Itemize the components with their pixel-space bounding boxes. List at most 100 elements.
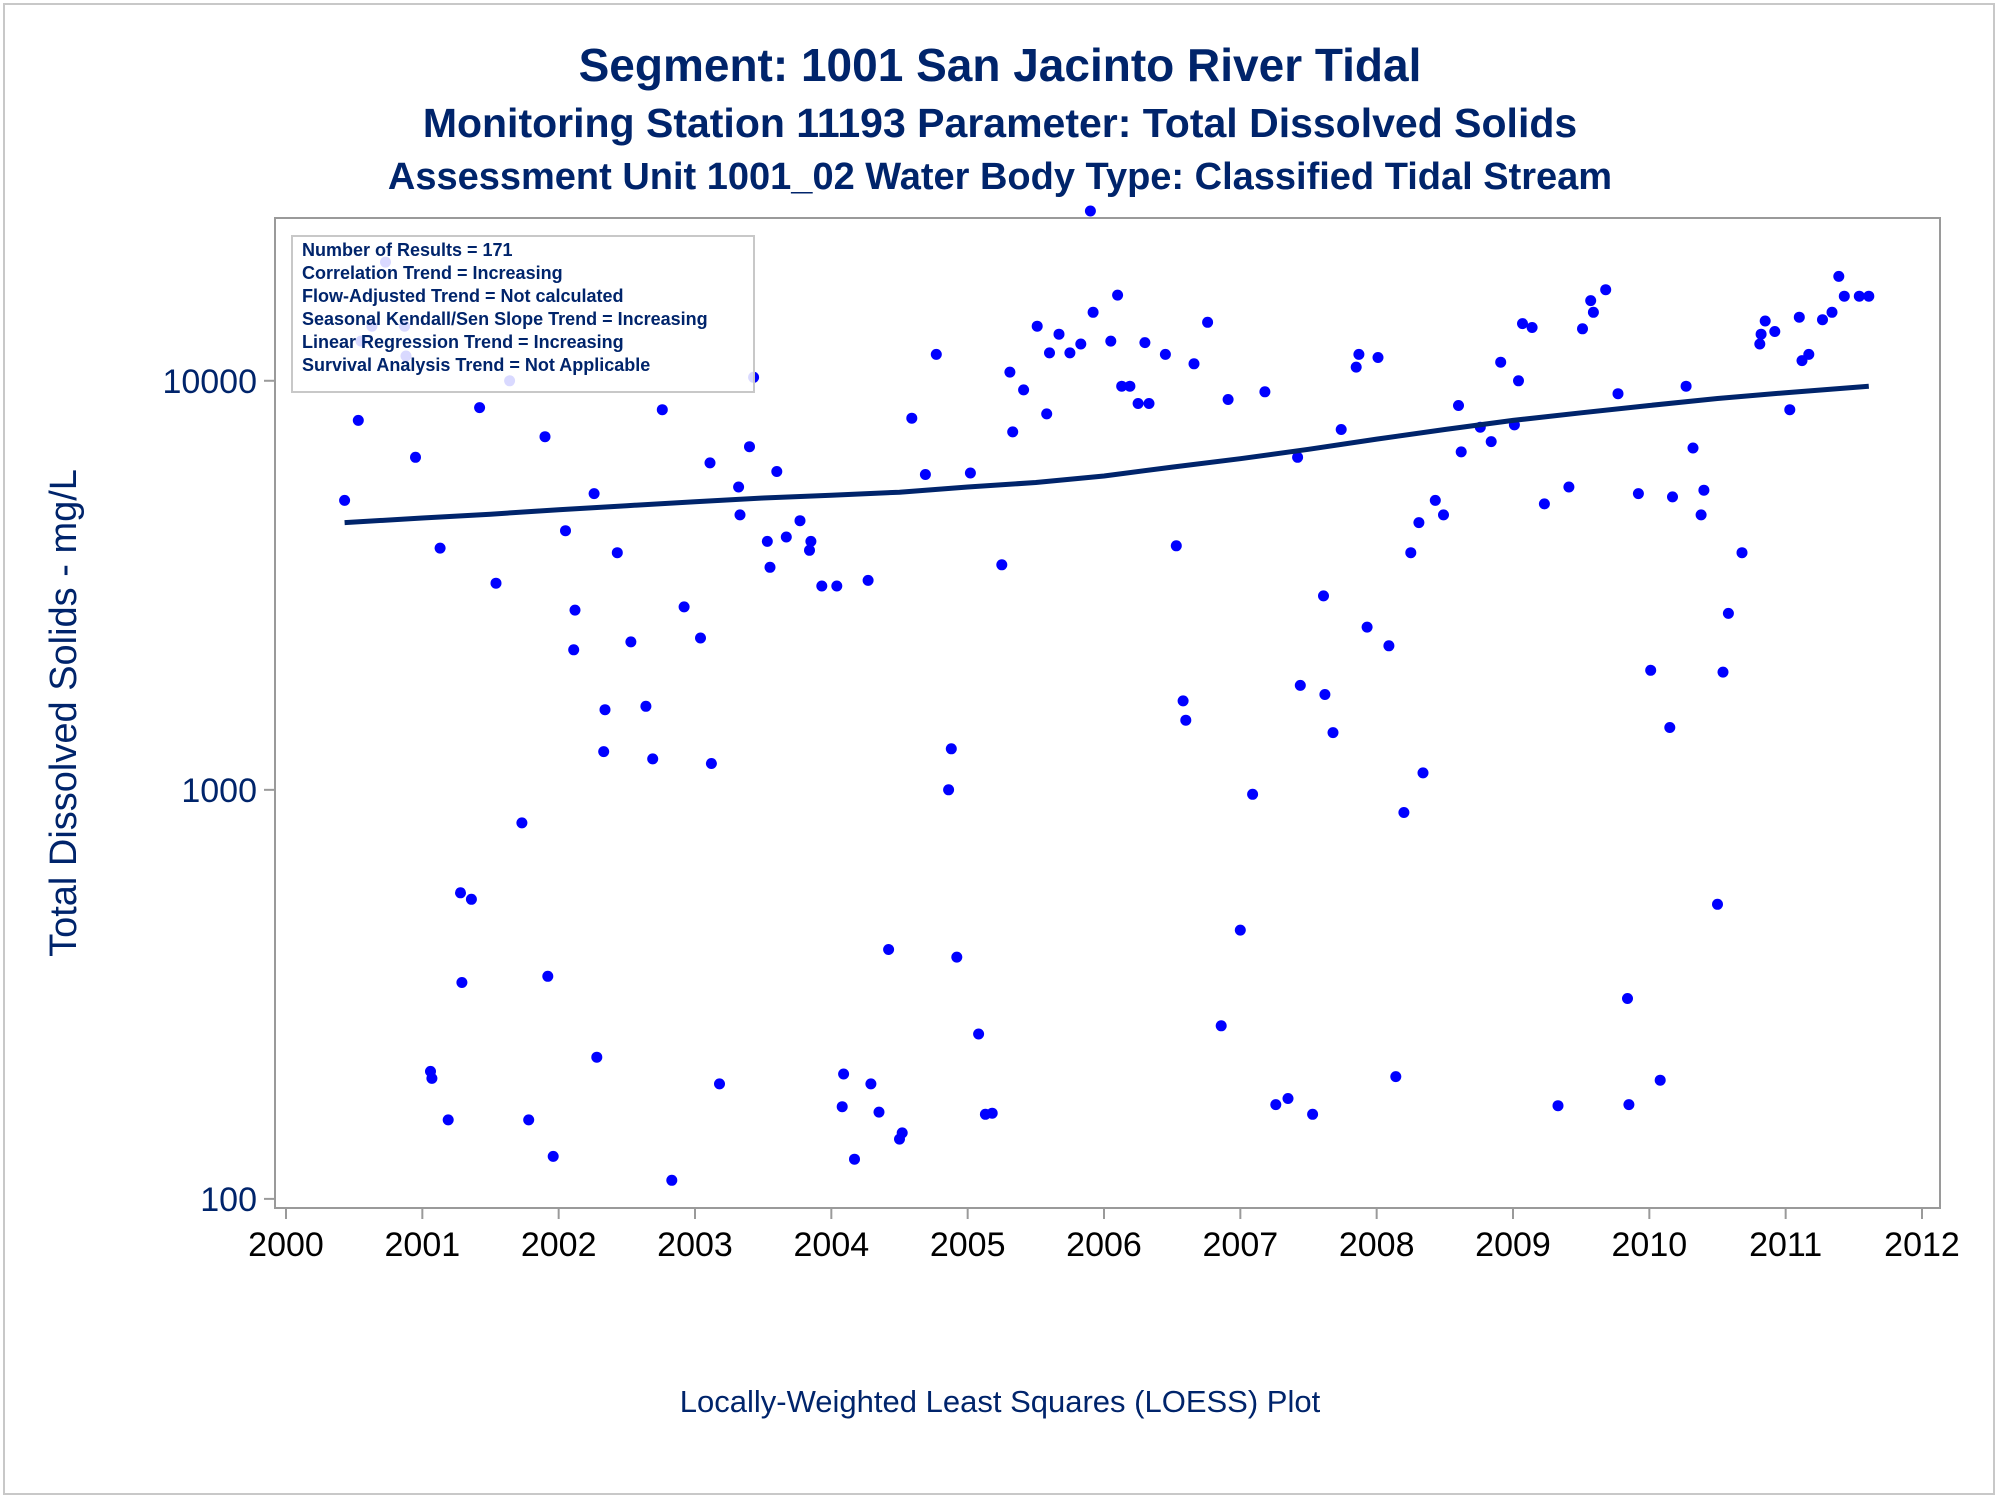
data-point [539, 431, 551, 443]
data-point [547, 1150, 559, 1162]
data-point [1112, 289, 1124, 301]
data-point [1680, 380, 1692, 392]
data-point [516, 817, 528, 829]
data-point [1513, 375, 1524, 387]
data-point [1577, 323, 1588, 335]
data-point [1307, 1108, 1319, 1120]
data-point [1712, 898, 1723, 910]
data-point [1698, 484, 1710, 496]
y-tick-label: 10000 [162, 363, 257, 401]
x-tick-label: 2004 [794, 1226, 870, 1264]
x-tick-label: 2005 [930, 1226, 1006, 1264]
data-point [1438, 509, 1449, 521]
x-tick-label: 2011 [1749, 1226, 1822, 1264]
data-point [1004, 366, 1016, 378]
data-point [1044, 347, 1055, 359]
data-point [1247, 788, 1259, 800]
data-point [442, 1114, 454, 1126]
info-box [291, 235, 755, 393]
data-point [943, 784, 955, 796]
data-point [973, 1028, 985, 1040]
x-tick-label: 2012 [1884, 1226, 1960, 1264]
data-point [1319, 689, 1331, 700]
data-point [838, 1068, 850, 1080]
data-point [625, 636, 637, 648]
data-point [761, 535, 773, 547]
data-point [1292, 451, 1304, 463]
data-point [1390, 1071, 1402, 1083]
data-point [1632, 488, 1644, 500]
data-point [705, 758, 717, 769]
data-point [1803, 348, 1815, 360]
data-point [816, 580, 828, 592]
data-point [656, 404, 668, 416]
data-point [352, 414, 364, 426]
data-point [1769, 326, 1781, 337]
data-point [560, 525, 571, 537]
data-point [611, 547, 623, 559]
x-tick-label: 2007 [1203, 1226, 1279, 1264]
data-point [588, 488, 600, 500]
data-point [474, 402, 486, 414]
data-point [764, 561, 776, 573]
info-box-line: Number of Results = 171 [302, 240, 513, 260]
data-point [734, 509, 746, 521]
data-point [951, 951, 963, 963]
data-point [1143, 398, 1155, 409]
data-point [490, 577, 502, 589]
data-point [862, 574, 874, 586]
info-box-line: Flow-Adjusted Trend = Not calculated [302, 286, 624, 306]
data-point [591, 1051, 603, 1063]
data-point [1585, 295, 1597, 307]
data-point [1495, 356, 1507, 368]
data-point [1838, 290, 1850, 302]
data-point [1645, 664, 1657, 676]
data-point [1087, 306, 1099, 318]
data-point [1132, 398, 1144, 409]
data-point [1180, 714, 1192, 726]
data-point [1170, 540, 1182, 552]
x-tick-label: 2006 [1066, 1226, 1142, 1264]
data-point [640, 700, 652, 712]
data-point [1455, 446, 1467, 458]
data-point [678, 601, 690, 613]
data-point [780, 531, 792, 543]
data-point [569, 604, 581, 616]
data-point [426, 1072, 438, 1084]
data-point [1413, 517, 1425, 529]
data-point [1259, 386, 1271, 398]
data-point [666, 1174, 678, 1186]
data-point [1105, 335, 1117, 347]
data-point [1188, 358, 1200, 370]
data-point [1817, 314, 1828, 326]
data-point [1383, 640, 1395, 652]
data-point [794, 515, 806, 527]
data-point [1350, 361, 1362, 373]
data-point [986, 1107, 998, 1119]
data-point [1405, 547, 1417, 559]
data-point [1335, 424, 1347, 435]
data-point [831, 580, 843, 592]
data-point [1563, 481, 1575, 493]
data-point [1053, 328, 1065, 340]
data-point [456, 977, 468, 988]
data-point [1687, 442, 1699, 454]
chart-subtitle-2: Assessment Unit 1001_02 Water Body Type:… [387, 156, 1613, 198]
data-point [919, 469, 931, 480]
info-box-line: Linear Regression Trend = Increasing [302, 332, 624, 352]
data-point [865, 1078, 877, 1090]
data-point [1429, 494, 1441, 506]
data-point [1552, 1100, 1564, 1112]
data-point [704, 457, 716, 469]
data-point [1517, 318, 1528, 330]
x-tick-label: 2002 [521, 1226, 597, 1264]
data-point [523, 1114, 535, 1126]
data-point [1612, 388, 1624, 400]
data-point [1826, 306, 1838, 318]
data-point [1754, 338, 1766, 350]
x-tick-label: 2008 [1339, 1226, 1415, 1264]
info-box-line: Correlation Trend = Increasing [302, 263, 563, 283]
data-point [599, 704, 611, 716]
data-point [930, 348, 942, 360]
data-point [1270, 1099, 1282, 1111]
